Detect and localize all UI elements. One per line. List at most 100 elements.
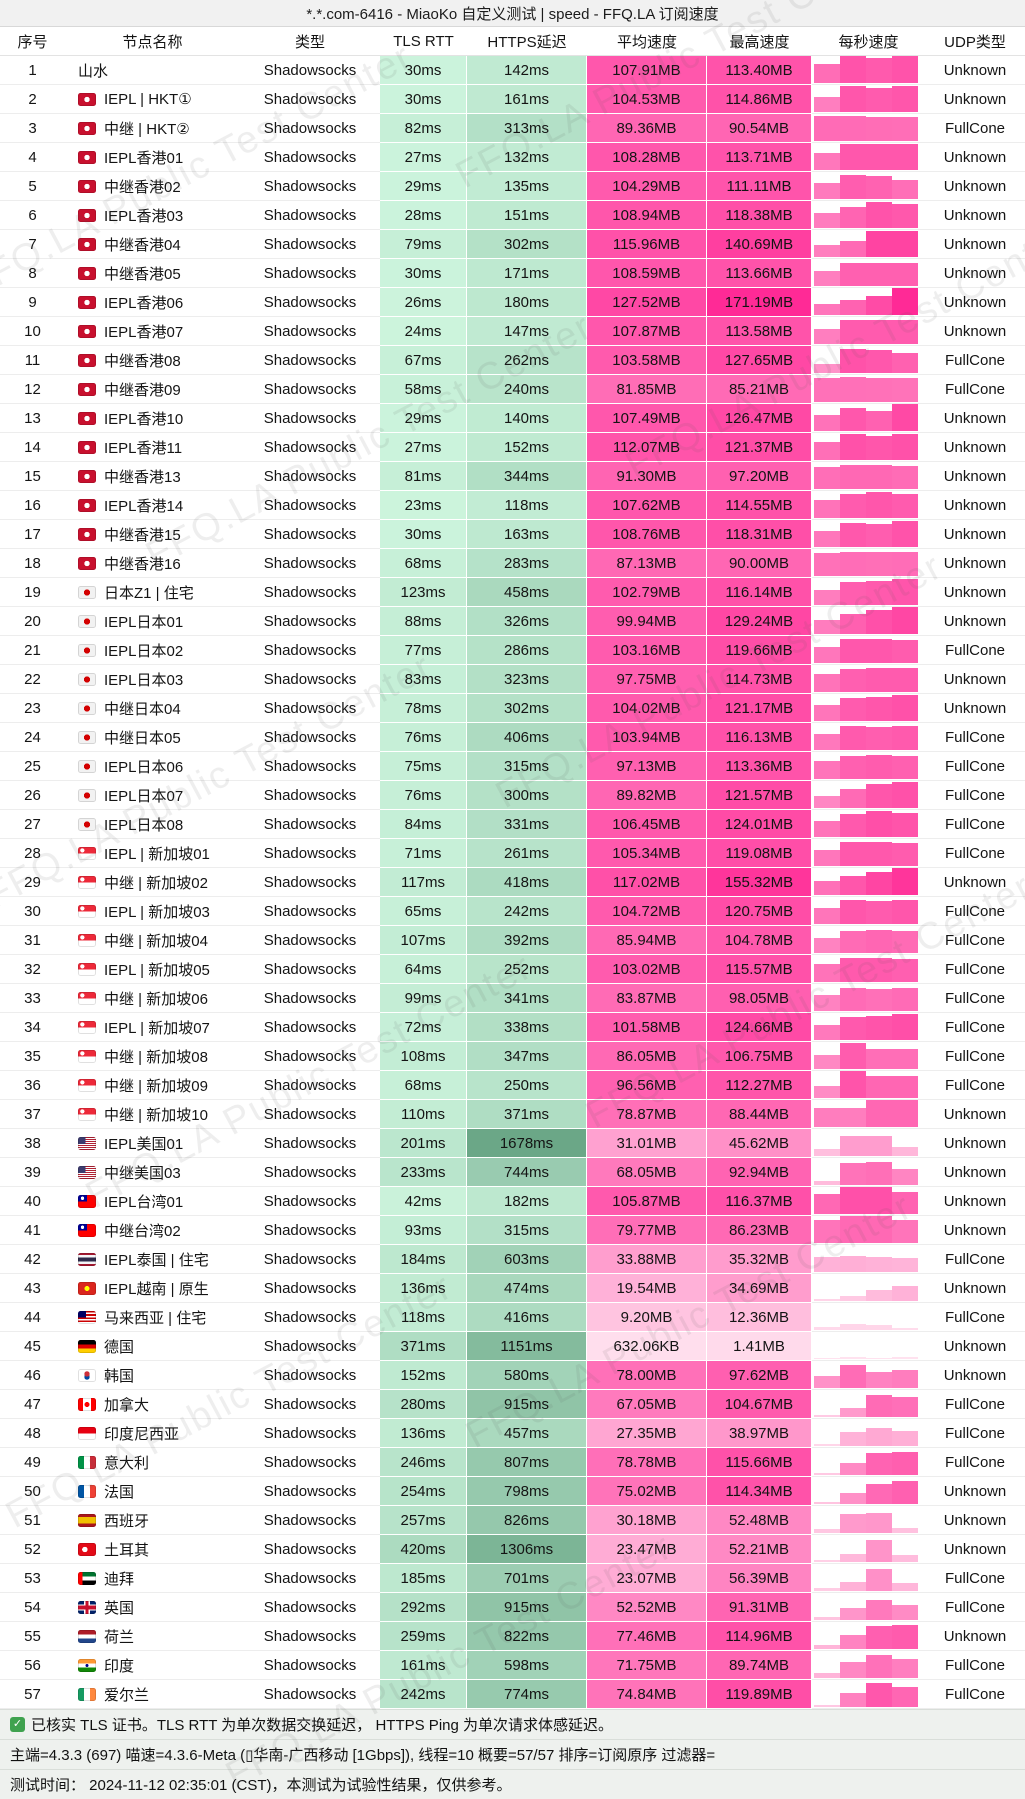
node-name: 中继日本04 bbox=[104, 700, 181, 718]
udp-type-value: Unknown bbox=[925, 143, 1025, 172]
node-name: 中继 | 新加坡02 bbox=[104, 874, 208, 892]
speed-bar bbox=[840, 116, 866, 141]
node-type: Shadowsocks bbox=[240, 346, 380, 375]
node-name-cell: 法国 bbox=[65, 1477, 240, 1506]
speed-bar bbox=[866, 1683, 892, 1707]
speed-bar bbox=[814, 213, 840, 228]
udp-type-value: Unknown bbox=[925, 56, 1025, 85]
node-type: Shadowsocks bbox=[240, 694, 380, 723]
node-name-cell: IEPL香港01 bbox=[65, 143, 240, 172]
node-name: 中继香港09 bbox=[104, 381, 181, 399]
max-speed-value: 104.78MB bbox=[707, 926, 812, 955]
speed-bar bbox=[866, 1162, 892, 1185]
flag-sg-icon bbox=[78, 1049, 96, 1063]
speed-bar bbox=[840, 1493, 866, 1504]
speed-bar bbox=[866, 320, 892, 344]
avg-speed-value: 31.01MB bbox=[587, 1129, 707, 1158]
node-name: IEPL越南 | 原生 bbox=[104, 1280, 209, 1298]
speed-bar bbox=[892, 144, 918, 170]
speed-bar bbox=[814, 1257, 840, 1272]
avg-speed-value: 77.46MB bbox=[587, 1622, 707, 1651]
node-name: 迪拜 bbox=[104, 1570, 135, 1588]
speed-bar bbox=[840, 552, 866, 576]
speed-bar bbox=[866, 811, 892, 837]
per-second-speed-chart bbox=[812, 1622, 925, 1651]
row-index: 48 bbox=[0, 1419, 65, 1448]
flag-jp-icon bbox=[78, 817, 96, 831]
node-type: Shadowsocks bbox=[240, 1245, 380, 1274]
tls-rtt-value: 24ms bbox=[380, 317, 467, 346]
speed-bar bbox=[892, 1452, 918, 1475]
table-row: 41 中继台湾02 Shadowsocks 93ms 315ms 79.77MB 86.23… bbox=[0, 1216, 1025, 1245]
speed-bar bbox=[866, 465, 892, 489]
per-second-speed-chart bbox=[812, 520, 925, 549]
speed-bar bbox=[892, 1192, 918, 1214]
flag-hk-icon bbox=[78, 527, 96, 541]
https-delay-value: 416ms bbox=[467, 1303, 587, 1332]
node-type: Shadowsocks bbox=[240, 288, 380, 317]
speed-bar bbox=[892, 353, 918, 373]
node-name-cell: IEPL泰国 | 住宅 bbox=[65, 1245, 240, 1274]
node-name: 山水 bbox=[78, 62, 109, 80]
row-index: 10 bbox=[0, 317, 65, 346]
max-speed-value: 119.89MB bbox=[707, 1680, 812, 1709]
max-speed-value: 113.58MB bbox=[707, 317, 812, 346]
speed-bar bbox=[866, 958, 892, 982]
node-type: Shadowsocks bbox=[240, 897, 380, 926]
https-delay-value: 341ms bbox=[467, 984, 587, 1013]
tls-rtt-value: 110ms bbox=[380, 1100, 467, 1129]
speed-bar bbox=[892, 1220, 918, 1243]
avg-speed-value: 103.58MB bbox=[587, 346, 707, 375]
table-row: 38 IEPL美国01 Shadowsocks 201ms 1678ms 31.01MB 4… bbox=[0, 1129, 1025, 1158]
row-index: 41 bbox=[0, 1216, 65, 1245]
max-speed-value: 140.69MB bbox=[707, 230, 812, 259]
speed-bar bbox=[892, 1583, 918, 1591]
per-second-speed-chart bbox=[812, 346, 925, 375]
udp-type-value: Unknown bbox=[925, 259, 1025, 288]
row-index: 20 bbox=[0, 607, 65, 636]
table-row: 33 中继 | 新加坡06 Shadowsocks 99ms 341ms 83.87MB 9… bbox=[0, 984, 1025, 1013]
https-delay-value: 580ms bbox=[467, 1361, 587, 1390]
node-type: Shadowsocks bbox=[240, 404, 380, 433]
per-second-speed-chart bbox=[812, 1448, 925, 1477]
table-row: 26 IEPL日本07 Shadowsocks 76ms 300ms 89.82MB 121… bbox=[0, 781, 1025, 810]
speed-bar bbox=[866, 436, 892, 460]
https-delay-value: 250ms bbox=[467, 1071, 587, 1100]
flag-jp-icon bbox=[78, 730, 96, 744]
speed-bar bbox=[892, 1370, 918, 1388]
tls-rtt-value: 152ms bbox=[380, 1361, 467, 1390]
max-speed-value: 155.32MB bbox=[707, 868, 812, 897]
node-name-cell: 韩国 bbox=[65, 1361, 240, 1390]
udp-type-value: FullCone bbox=[925, 1390, 1025, 1419]
row-index: 38 bbox=[0, 1129, 65, 1158]
flag-gb-icon bbox=[78, 1600, 96, 1614]
node-name-cell: 中继日本04 bbox=[65, 694, 240, 723]
node-name-cell: IEPL美国01 bbox=[65, 1129, 240, 1158]
avg-speed-value: 108.28MB bbox=[587, 143, 707, 172]
speed-bar bbox=[866, 1290, 892, 1301]
speed-bar bbox=[840, 144, 866, 170]
tls-rtt-value: 77ms bbox=[380, 636, 467, 665]
tls-rtt-value: 65ms bbox=[380, 897, 467, 926]
flag-my-icon bbox=[78, 1310, 96, 1324]
max-speed-value: 115.66MB bbox=[707, 1448, 812, 1477]
table-row: 13 IEPL香港10 Shadowsocks 29ms 140ms 107.49MB 12… bbox=[0, 404, 1025, 433]
tls-rtt-value: 42ms bbox=[380, 1187, 467, 1216]
speed-bar bbox=[840, 726, 866, 750]
node-name: 中继 | 新加坡10 bbox=[104, 1106, 208, 1124]
max-speed-value: 97.62MB bbox=[707, 1361, 812, 1390]
node-name-cell: 中继美国03 bbox=[65, 1158, 240, 1187]
node-type: Shadowsocks bbox=[240, 1622, 380, 1651]
udp-type-value: Unknown bbox=[925, 1100, 1025, 1129]
flag-tw-icon bbox=[78, 1194, 96, 1208]
node-name: 土耳其 bbox=[104, 1541, 150, 1559]
speed-bar bbox=[814, 329, 840, 344]
node-name-cell: 中继 | 新加坡08 bbox=[65, 1042, 240, 1071]
udp-type-value: FullCone bbox=[925, 1303, 1025, 1332]
flag-tr-icon bbox=[78, 1542, 96, 1556]
footer: ✓ 已核实 TLS 证书。TLS RTT 为单次数据交换延迟， HTTPS Pi… bbox=[0, 1709, 1025, 1799]
avg-speed-value: 91.30MB bbox=[587, 462, 707, 491]
node-type: Shadowsocks bbox=[240, 85, 380, 114]
speed-bar bbox=[814, 1415, 840, 1417]
avg-speed-value: 19.54MB bbox=[587, 1274, 707, 1303]
